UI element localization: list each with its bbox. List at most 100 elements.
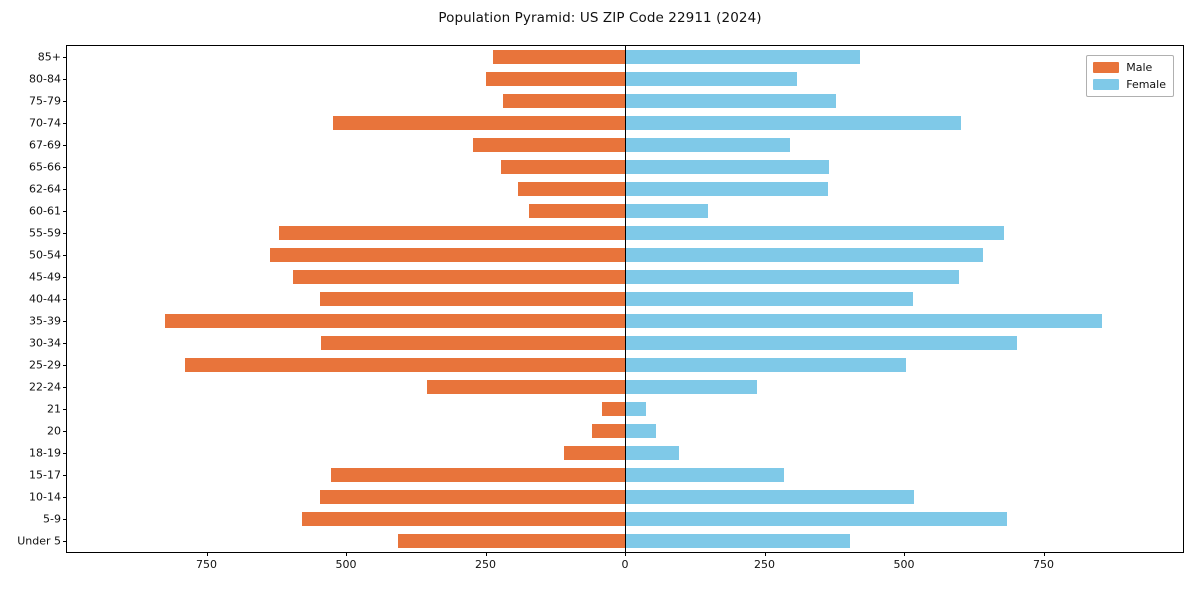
bar-female xyxy=(625,292,913,306)
bar-row xyxy=(67,292,1183,306)
bar-row xyxy=(67,336,1183,350)
y-tick-mark xyxy=(63,541,67,542)
bar-row xyxy=(67,270,1183,284)
bar-female xyxy=(625,336,1018,350)
bar-row xyxy=(67,248,1183,262)
legend-label-male: Male xyxy=(1126,61,1153,74)
x-tick-label: 750 xyxy=(196,558,217,571)
bar-male xyxy=(320,336,625,350)
x-tick-label: 250 xyxy=(475,558,496,571)
bar-row xyxy=(67,50,1183,64)
bar-row xyxy=(67,226,1183,240)
y-tick-label: 67-69 xyxy=(29,138,61,152)
chart-title: Population Pyramid: US ZIP Code 22911 (2… xyxy=(438,10,762,26)
bar-male xyxy=(398,534,625,548)
bar-row xyxy=(67,512,1183,526)
legend[interactable]: Male Female xyxy=(1086,55,1174,97)
bar-male xyxy=(486,72,625,86)
bar-female xyxy=(625,182,829,196)
y-tick-label: 21 xyxy=(47,402,61,416)
y-tick-label: 45-49 xyxy=(29,270,61,284)
bar-row xyxy=(67,160,1183,174)
y-tick-mark xyxy=(63,475,67,476)
x-tick-label: 500 xyxy=(335,558,357,571)
bar-row xyxy=(67,358,1183,372)
y-tick-label: 40-44 xyxy=(29,292,61,306)
y-tick-mark xyxy=(63,145,67,146)
y-tick-label: 60-61 xyxy=(29,204,61,218)
y-tick-label: 22-24 xyxy=(29,380,61,394)
bar-female xyxy=(625,402,647,416)
bar-male xyxy=(319,490,625,504)
bar-female xyxy=(625,380,758,394)
bar-female xyxy=(625,446,679,460)
legend-label-female: Female xyxy=(1126,78,1166,91)
bar-female xyxy=(625,358,906,372)
x-tick-mark xyxy=(485,552,487,556)
y-tick-label: 55-59 xyxy=(29,226,61,240)
y-tick-label: 62-64 xyxy=(29,182,61,196)
bar-female xyxy=(625,270,959,284)
bar-female xyxy=(625,226,1004,240)
y-tick-mark xyxy=(63,453,67,454)
y-tick-label: 65-66 xyxy=(29,160,61,174)
y-tick-label: 25-29 xyxy=(29,358,61,372)
bar-row xyxy=(67,138,1183,152)
bar-female xyxy=(625,490,915,504)
x-tick-mark xyxy=(206,552,208,556)
bar-row xyxy=(67,468,1183,482)
y-tick-label: Under 5 xyxy=(17,534,61,548)
bar-male xyxy=(330,468,625,482)
bar-female xyxy=(625,468,785,482)
bar-female xyxy=(625,138,790,152)
y-tick-mark xyxy=(63,365,67,366)
y-tick-label: 18-19 xyxy=(29,446,61,460)
y-tick-label: 5-9 xyxy=(43,512,61,526)
bar-row xyxy=(67,490,1183,504)
bar-female xyxy=(625,534,851,548)
x-tick-label: 0 xyxy=(621,558,629,571)
bar-male xyxy=(185,358,625,372)
bar-male xyxy=(292,270,625,284)
bar-male xyxy=(517,182,625,196)
y-tick-mark xyxy=(63,409,67,410)
y-tick-mark xyxy=(63,387,67,388)
bar-male xyxy=(591,424,625,438)
x-tick-label: 500 xyxy=(893,558,915,571)
bar-male xyxy=(279,226,625,240)
bar-male xyxy=(319,292,625,306)
x-tick-label: 250 xyxy=(754,558,775,571)
bar-male xyxy=(333,116,625,130)
bar-female xyxy=(625,248,983,262)
bar-row xyxy=(67,424,1183,438)
x-tick-mark xyxy=(625,552,626,556)
bar-row xyxy=(67,182,1183,196)
y-tick-label: 85+ xyxy=(37,50,61,64)
bar-row xyxy=(67,116,1183,130)
bar-row xyxy=(67,72,1183,86)
x-tick-mark xyxy=(1043,552,1045,556)
bar-female xyxy=(625,160,830,174)
y-tick-mark xyxy=(63,57,67,58)
legend-swatch-male xyxy=(1093,62,1120,73)
bar-male xyxy=(269,248,625,262)
bar-row xyxy=(67,380,1183,394)
y-tick-mark xyxy=(63,233,67,234)
bar-male xyxy=(529,204,625,218)
y-tick-mark xyxy=(63,277,67,278)
y-tick-label: 75-79 xyxy=(29,94,61,108)
bar-row xyxy=(67,534,1183,548)
y-tick-mark xyxy=(63,101,67,102)
y-tick-label: 70-74 xyxy=(29,116,61,130)
bar-female xyxy=(625,94,837,108)
y-tick-label: 10-14 xyxy=(29,490,61,504)
y-tick-mark xyxy=(63,255,67,256)
y-tick-label: 20 xyxy=(47,424,61,438)
bar-row xyxy=(67,402,1183,416)
bar-male xyxy=(426,380,625,394)
bar-female xyxy=(625,204,708,218)
y-tick-mark xyxy=(63,299,67,300)
y-tick-label: 15-17 xyxy=(29,468,61,482)
bar-female xyxy=(625,50,861,64)
